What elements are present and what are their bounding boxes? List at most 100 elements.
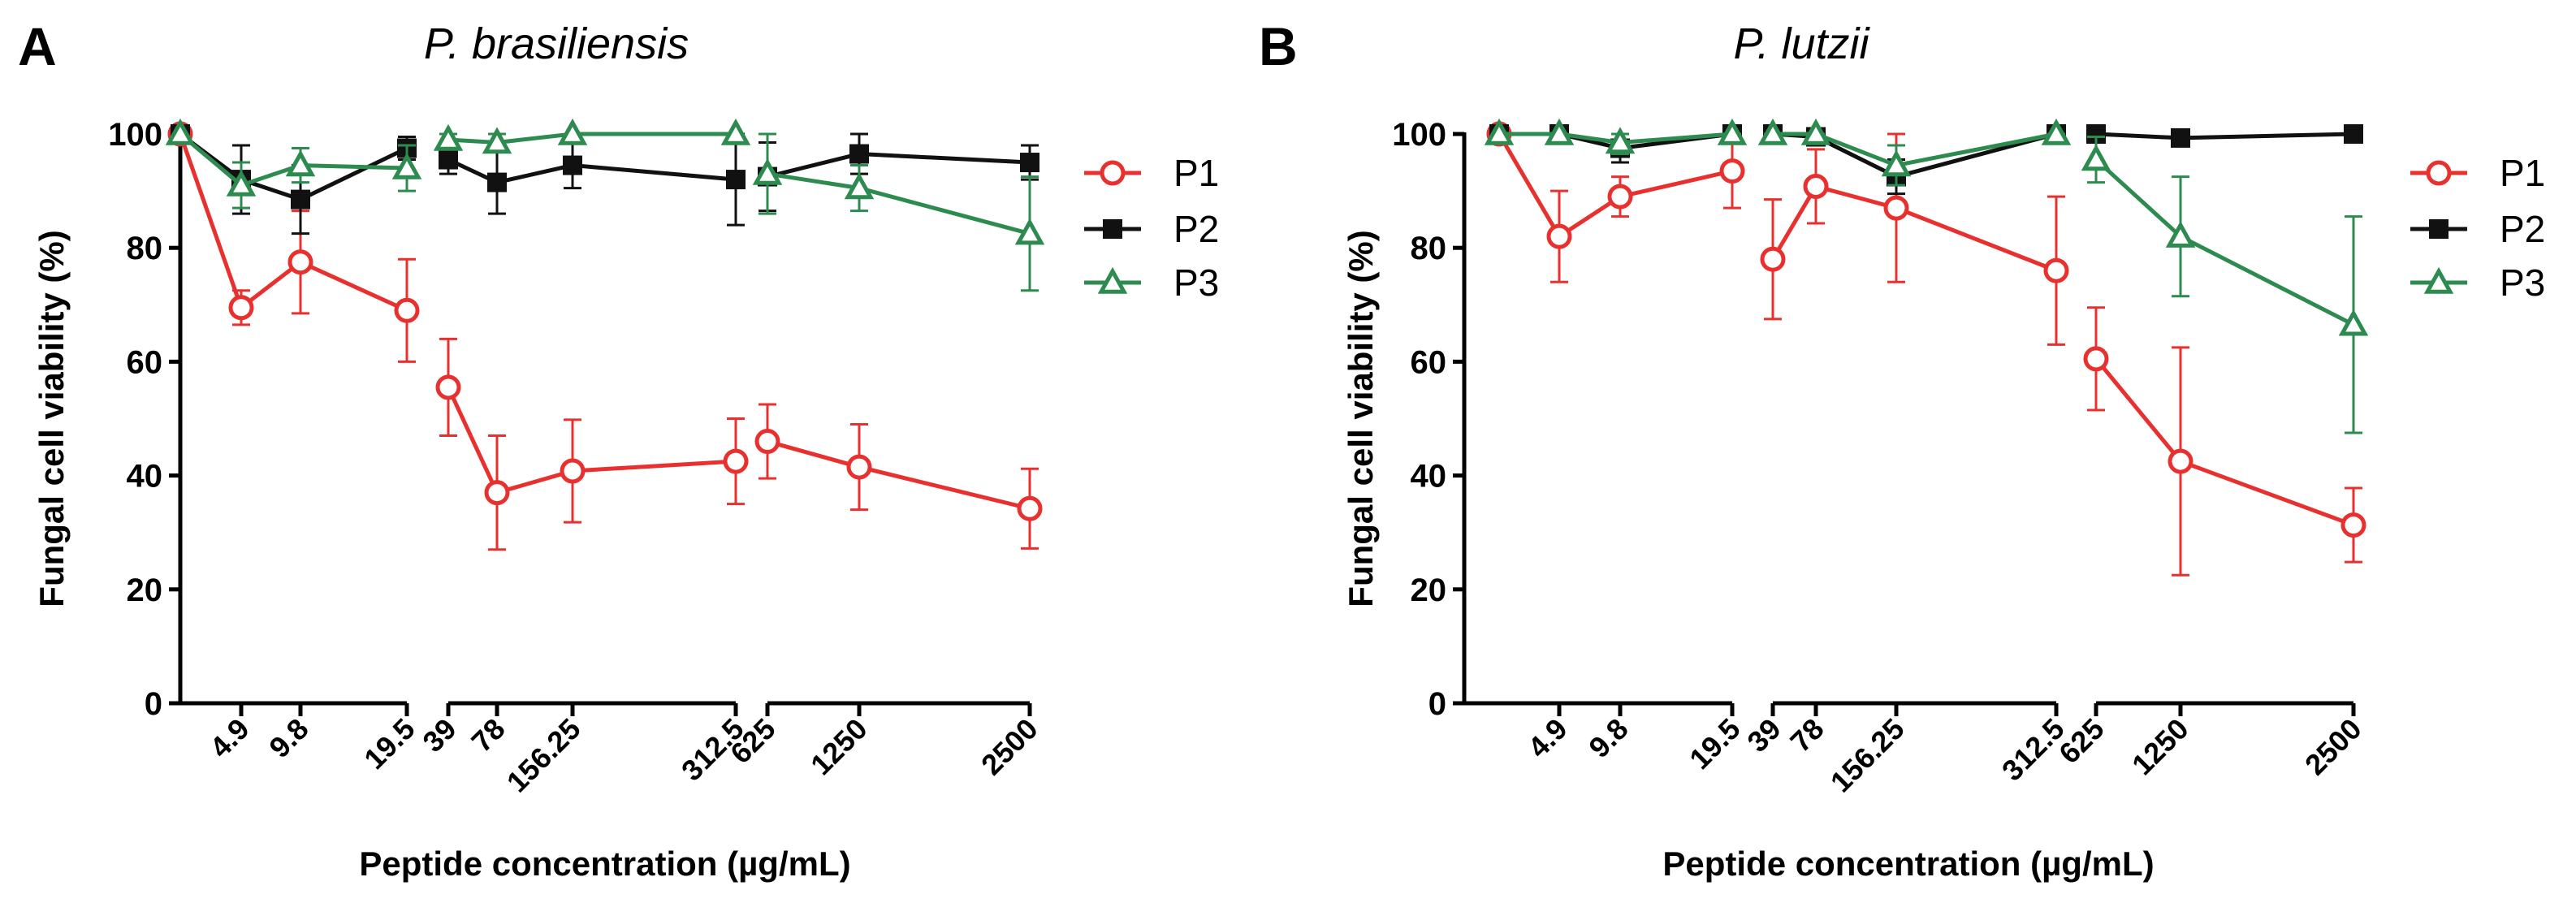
data-point [752,158,783,185]
data-point [1546,223,1572,249]
x-tick-label: 625 [2052,712,2110,770]
data-point [391,152,422,179]
data-point [1881,149,1912,177]
legend-marker [2426,160,2452,186]
series-group [1484,118,2369,577]
x-tick-label: 156.25 [1824,712,1911,799]
legend-marker [1100,160,1126,186]
data-point [1757,118,1788,145]
x-axis-label: Peptide concentration (µg/mL) [359,845,850,883]
x-tick-label: 9.8 [1582,712,1634,764]
x-tick-label: 1250 [804,712,874,782]
series-line [179,132,408,188]
series-line [767,439,1031,511]
series-line [2094,158,2355,327]
data-point [2168,448,2193,474]
data-point [439,149,458,170]
series-line [447,132,736,145]
x-tick-label: 19.5 [1683,712,1747,776]
data-point [2081,144,2111,171]
data-point [723,448,749,474]
x-tick-label: 39 [416,712,462,758]
data-point [435,374,461,400]
data-point [1719,158,1745,184]
data-point [2043,257,2069,283]
data-point [2344,124,2363,144]
data-point [487,172,507,192]
y-axis-label: Fungal cell viability (%) [32,230,71,607]
y-tick-label: 40 [127,459,163,495]
x-tick-label: 78 [1783,712,1830,758]
data-point [1883,195,1909,221]
data-point [228,295,254,321]
series-line [178,133,408,313]
series-line [767,171,1031,236]
data-point [754,429,780,455]
x-tick-label: 2500 [975,712,1044,782]
y-tick-label: 0 [1428,686,1446,722]
data-point [1605,127,1636,154]
legend-label: P3 [2500,261,2545,304]
data-point [560,458,586,484]
data-point [1803,173,1829,199]
data-point [2338,309,2369,336]
legend-marker [1097,266,1128,294]
data-point [1020,153,1039,173]
y-tick-label: 0 [145,686,162,722]
chart-title: P. lutzii [1733,19,1870,68]
data-point [844,172,875,200]
series-group [165,118,1045,551]
legend-label: P2 [1173,208,1219,250]
data-point [291,189,310,210]
data-point [557,118,588,145]
x-tick-label: 2500 [2298,712,2368,782]
y-tick-label: 100 [108,117,162,153]
x-tick-label: 156.25 [500,712,587,799]
data-point [226,169,257,197]
legend-marker [1103,219,1122,239]
data-point [1014,218,1045,245]
series-line [2094,357,2354,527]
data-point [2083,346,2109,372]
series-line [179,132,408,202]
series-p1 [1486,121,2366,577]
y-tick-label: 60 [127,344,163,380]
series-p3 [165,118,1045,292]
data-point [1607,184,1633,210]
data-point [2340,512,2366,538]
legend: P1 P2 P3 [1084,152,1219,304]
legend-marker [2423,266,2454,294]
data-point [726,170,746,190]
y-tick-label: 20 [1411,572,1447,608]
x-tick-label: 19.5 [357,712,421,776]
panel-a: A P. brasiliensis 0 20 40 60 80 100 Fungal cell … [18,16,1219,883]
y-tick-label: 80 [127,231,163,266]
x-tick-label: 1250 [2125,712,2195,782]
x-axis-label: Peptide concentration (µg/mL) [1662,845,2154,883]
series-line [767,152,1031,179]
series-line [1773,132,2057,168]
legend-label: P1 [1173,152,1219,194]
x-tick-label: 4.9 [203,712,255,764]
y-axis-label: Fungal cell viability (%) [1342,230,1380,607]
x-tick-label: 4.9 [1521,712,1573,764]
series-line [446,386,737,495]
data-point [285,149,316,177]
panel-letter: A [18,16,57,76]
y-tick-label: 100 [1392,117,1446,153]
panel-b: B P. lutzii 0 20 40 60 80 100 Fungal cell viabil… [1259,16,2545,883]
x-tick-label: 39 [1740,712,1787,758]
y-tick-label: 80 [1411,231,1447,266]
legend-label: P1 [2500,152,2545,194]
legend-marker [2429,219,2448,239]
legend-label: P2 [2500,208,2545,250]
chart-title: P. brasiliensis [424,19,689,68]
x-tick-label: 78 [465,712,511,758]
data-point [720,118,751,145]
data-point [484,480,510,506]
data-point [1717,118,1748,145]
data-point [563,155,582,175]
series-line [447,158,737,185]
data-point [1017,495,1043,521]
